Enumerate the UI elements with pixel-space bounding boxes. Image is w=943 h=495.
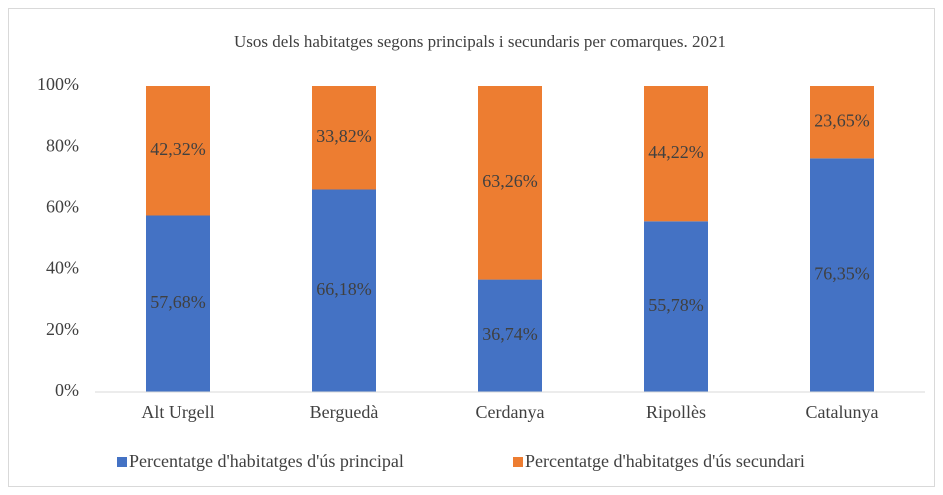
bar-segment [478,279,542,392]
y-tick-label: 40% [46,258,79,278]
chart-title: Usos dels habitatges segons principals i… [234,32,726,51]
y-tick-label: 20% [46,319,79,339]
bar-segment [478,86,542,280]
x-tick-label: Cerdanya [476,402,545,422]
bar-segment [312,189,376,392]
data-label: 36,74% [482,324,538,344]
bar-segment [644,86,708,222]
x-tick-label: Catalunya [806,402,879,422]
y-tick-label: 100% [37,74,79,94]
data-label: 57,68% [150,292,206,312]
legend-label: Percentatge d'habitatges d'ús principal [129,451,404,471]
y-tick-label: 80% [46,135,79,155]
x-tick-label: Berguedà [310,402,379,422]
data-label: 33,82% [316,126,372,146]
bar-segment [312,86,376,190]
y-tick-label: 0% [55,380,79,400]
y-tick-label: 60% [46,197,79,217]
bar-segment [810,86,874,159]
legend-label: Percentatge d'habitatges d'ús secundari [525,451,805,471]
data-label: 42,32% [150,139,206,159]
data-label: 76,35% [814,263,870,283]
data-label: 23,65% [814,110,870,130]
bar-segment [146,215,210,392]
data-label: 66,18% [316,279,372,299]
data-label: 63,26% [482,171,538,191]
bar-segment [146,86,210,216]
bar-segment [810,158,874,392]
legend-swatch [117,457,127,467]
x-tick-label: Alt Urgell [141,402,214,422]
data-label: 55,78% [648,295,704,315]
data-label: 44,22% [648,142,704,162]
legend-swatch [513,457,523,467]
x-tick-label: Ripollès [646,402,706,422]
bar-segment [644,221,708,392]
